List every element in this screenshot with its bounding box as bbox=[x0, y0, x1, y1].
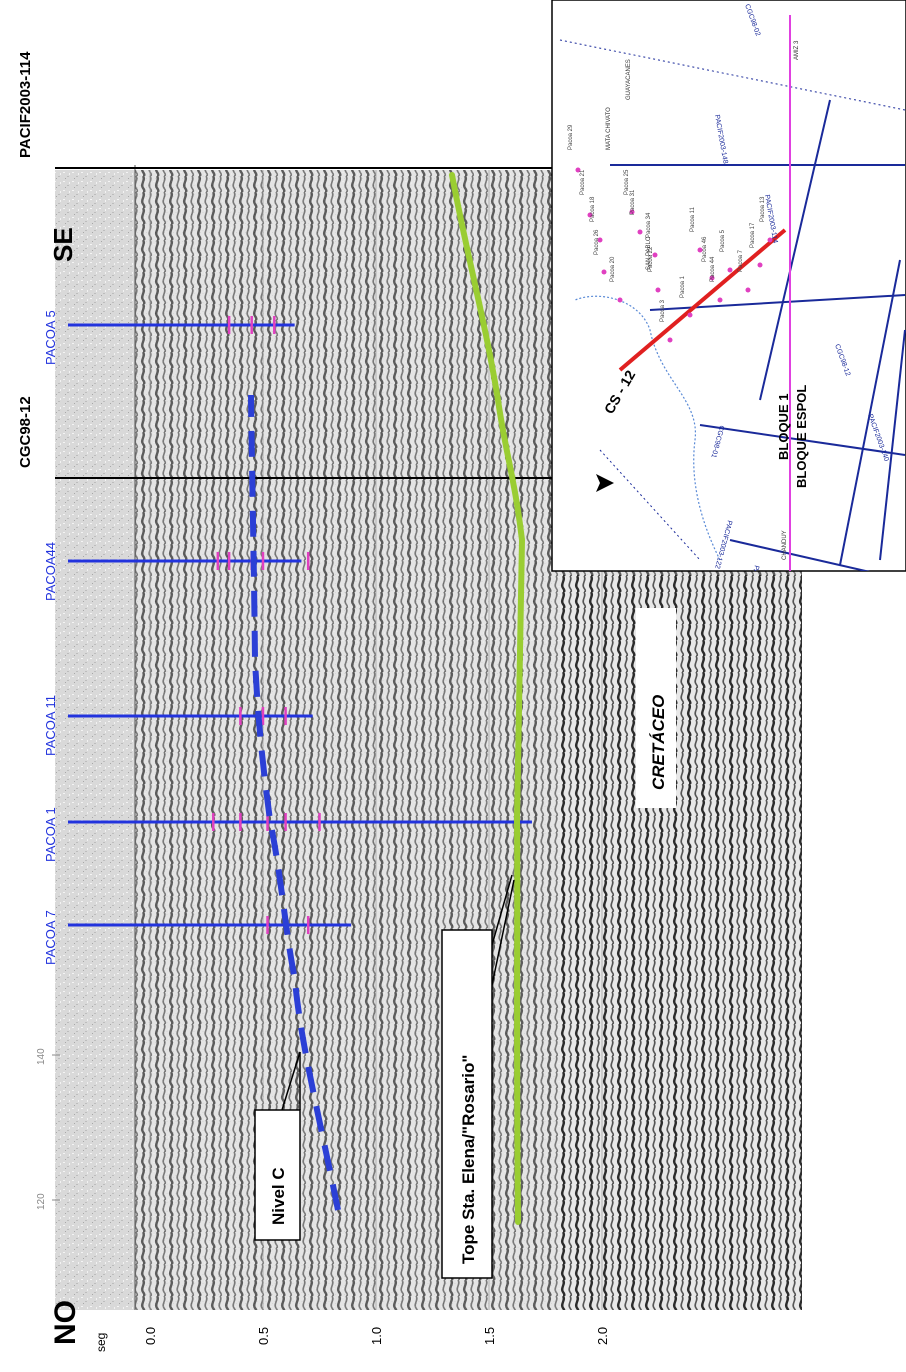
tie-line-label: PACIF2003-114 bbox=[17, 51, 34, 158]
map-well-point bbox=[767, 237, 773, 243]
tope-sta-elena-label: Tope Sta. Elena/"Rosario" bbox=[459, 1055, 478, 1264]
map-well-point bbox=[601, 269, 607, 275]
map-well-label: Pacoa 26 bbox=[594, 229, 600, 255]
well-label: PACOA44 bbox=[43, 542, 58, 601]
map-line bbox=[879, 329, 906, 561]
map-place-label: CHANDUY bbox=[782, 530, 788, 560]
map-well-point bbox=[717, 297, 723, 303]
time-tick-label: 2.0 bbox=[595, 1327, 610, 1345]
trace-number-labels: 120 140 bbox=[36, 1048, 60, 1210]
map-line bbox=[839, 259, 901, 566]
map-well-label: Pacoa 22 bbox=[648, 246, 654, 272]
map-well-label: Pacoa 7 bbox=[738, 249, 744, 272]
map-well-label: Pacoa 29 bbox=[568, 124, 574, 150]
time-tick-label: 1.5 bbox=[482, 1327, 497, 1345]
map-well-point bbox=[727, 267, 733, 273]
map-place-label: SAN PABLO bbox=[646, 236, 652, 270]
map-well-label: Pacoa 5 bbox=[720, 229, 726, 252]
map-well-point bbox=[575, 167, 581, 173]
trace-number-label: 120 bbox=[36, 1193, 47, 1210]
map-line bbox=[559, 39, 906, 111]
map-well-label: Pacoa 3 bbox=[660, 299, 666, 322]
map-line bbox=[759, 99, 831, 401]
map-well-point bbox=[587, 212, 593, 218]
map-well-label: Pacoa 1 bbox=[680, 275, 686, 298]
direction-left-label: NO bbox=[49, 1300, 82, 1345]
map-well-point bbox=[617, 297, 623, 303]
map-well-label: Pacoa 44 bbox=[710, 256, 716, 282]
tope-callout-box bbox=[441, 929, 493, 1279]
map-well-label: Pacoa 17 bbox=[750, 222, 756, 248]
map-frame bbox=[551, 0, 906, 572]
tie-lines: CGC98-12 PACIF2003-114 bbox=[17, 51, 560, 479]
map-well-point bbox=[687, 312, 693, 318]
map-block-label-2: BLOQUE ESPOL bbox=[794, 385, 809, 488]
nivel-c-label: Nivel C bbox=[269, 1167, 288, 1225]
direction-right-label: SE bbox=[48, 227, 78, 262]
map-survey-lines bbox=[559, 39, 906, 571]
map-well-point bbox=[745, 287, 751, 293]
map-well-point bbox=[652, 252, 658, 258]
time-axis: 0.0 0.5 1.0 1.5 2.0 bbox=[143, 1327, 610, 1345]
horizon-tope-sta-elena bbox=[449, 172, 526, 1225]
well-label: PACOA 11 bbox=[43, 695, 58, 756]
cretaceo-box bbox=[636, 608, 676, 808]
map-profile-cs12 bbox=[618, 228, 787, 372]
map-line bbox=[699, 424, 906, 456]
time-tick-label: 0.0 bbox=[143, 1327, 158, 1345]
map-well-label: Pacoa 11 bbox=[690, 206, 696, 232]
north-arrow-icon bbox=[596, 474, 614, 492]
map-block-label-1: BLOQUE 1 bbox=[776, 394, 791, 460]
map-place-label: GUAYACANES bbox=[626, 59, 632, 100]
map-coastline bbox=[574, 295, 721, 561]
seismic-deep-reflections bbox=[560, 575, 802, 1310]
map-well-label: Pacoa 13 bbox=[760, 196, 766, 222]
map-well-point bbox=[597, 237, 603, 243]
map-place-label: AMIZ 3 bbox=[794, 40, 800, 60]
map-well-point bbox=[709, 275, 715, 281]
nivel-c-callout-box bbox=[254, 1109, 301, 1241]
map-well-label: Pacoa 34 bbox=[646, 212, 652, 238]
time-unit-label: seg bbox=[94, 1333, 108, 1352]
tope-leader-2 bbox=[491, 874, 513, 946]
nivel-c-leader bbox=[281, 1051, 301, 1111]
map-well-point bbox=[667, 337, 673, 343]
map-well-label: Pacoa 20 bbox=[610, 256, 616, 282]
map-well-point bbox=[629, 209, 635, 215]
map-well-label: Pacoa 21 bbox=[580, 169, 586, 195]
map-well-point bbox=[637, 229, 643, 235]
map-well-point bbox=[697, 247, 703, 253]
well-label: PACOA 1 bbox=[43, 807, 58, 862]
map-well-label: Pacoa 31 bbox=[630, 189, 636, 215]
map-well-label: Pacoa 18 bbox=[590, 196, 596, 222]
tie-line-label: CGC98-12 bbox=[17, 396, 34, 468]
cretaceo-label: CRETÁCEO bbox=[649, 695, 668, 790]
tope-leader bbox=[491, 879, 515, 986]
horizon-nivel-c bbox=[248, 394, 341, 1211]
time-tick-label: 1.0 bbox=[369, 1327, 384, 1345]
trace-number-label: 140 bbox=[36, 1048, 47, 1065]
map-line bbox=[729, 539, 871, 571]
map-well-label: Pacoa 25 bbox=[624, 169, 630, 195]
map-place-label: MATA CHIVATO bbox=[606, 107, 612, 150]
map-well-point bbox=[655, 287, 661, 293]
well-label: PACOA 5 bbox=[43, 310, 58, 365]
map-well-label: Pacoa 46 bbox=[702, 236, 708, 262]
well-label: PACOA 7 bbox=[43, 910, 58, 965]
map-wells bbox=[575, 167, 773, 343]
inset-location-map: Pacoa 29 Pacoa 21 Pacoa 18 Pacoa 26 Pacoa 20… bbox=[551, 0, 906, 572]
map-well-point bbox=[757, 262, 763, 268]
time-tick-label: 0.5 bbox=[256, 1327, 271, 1345]
